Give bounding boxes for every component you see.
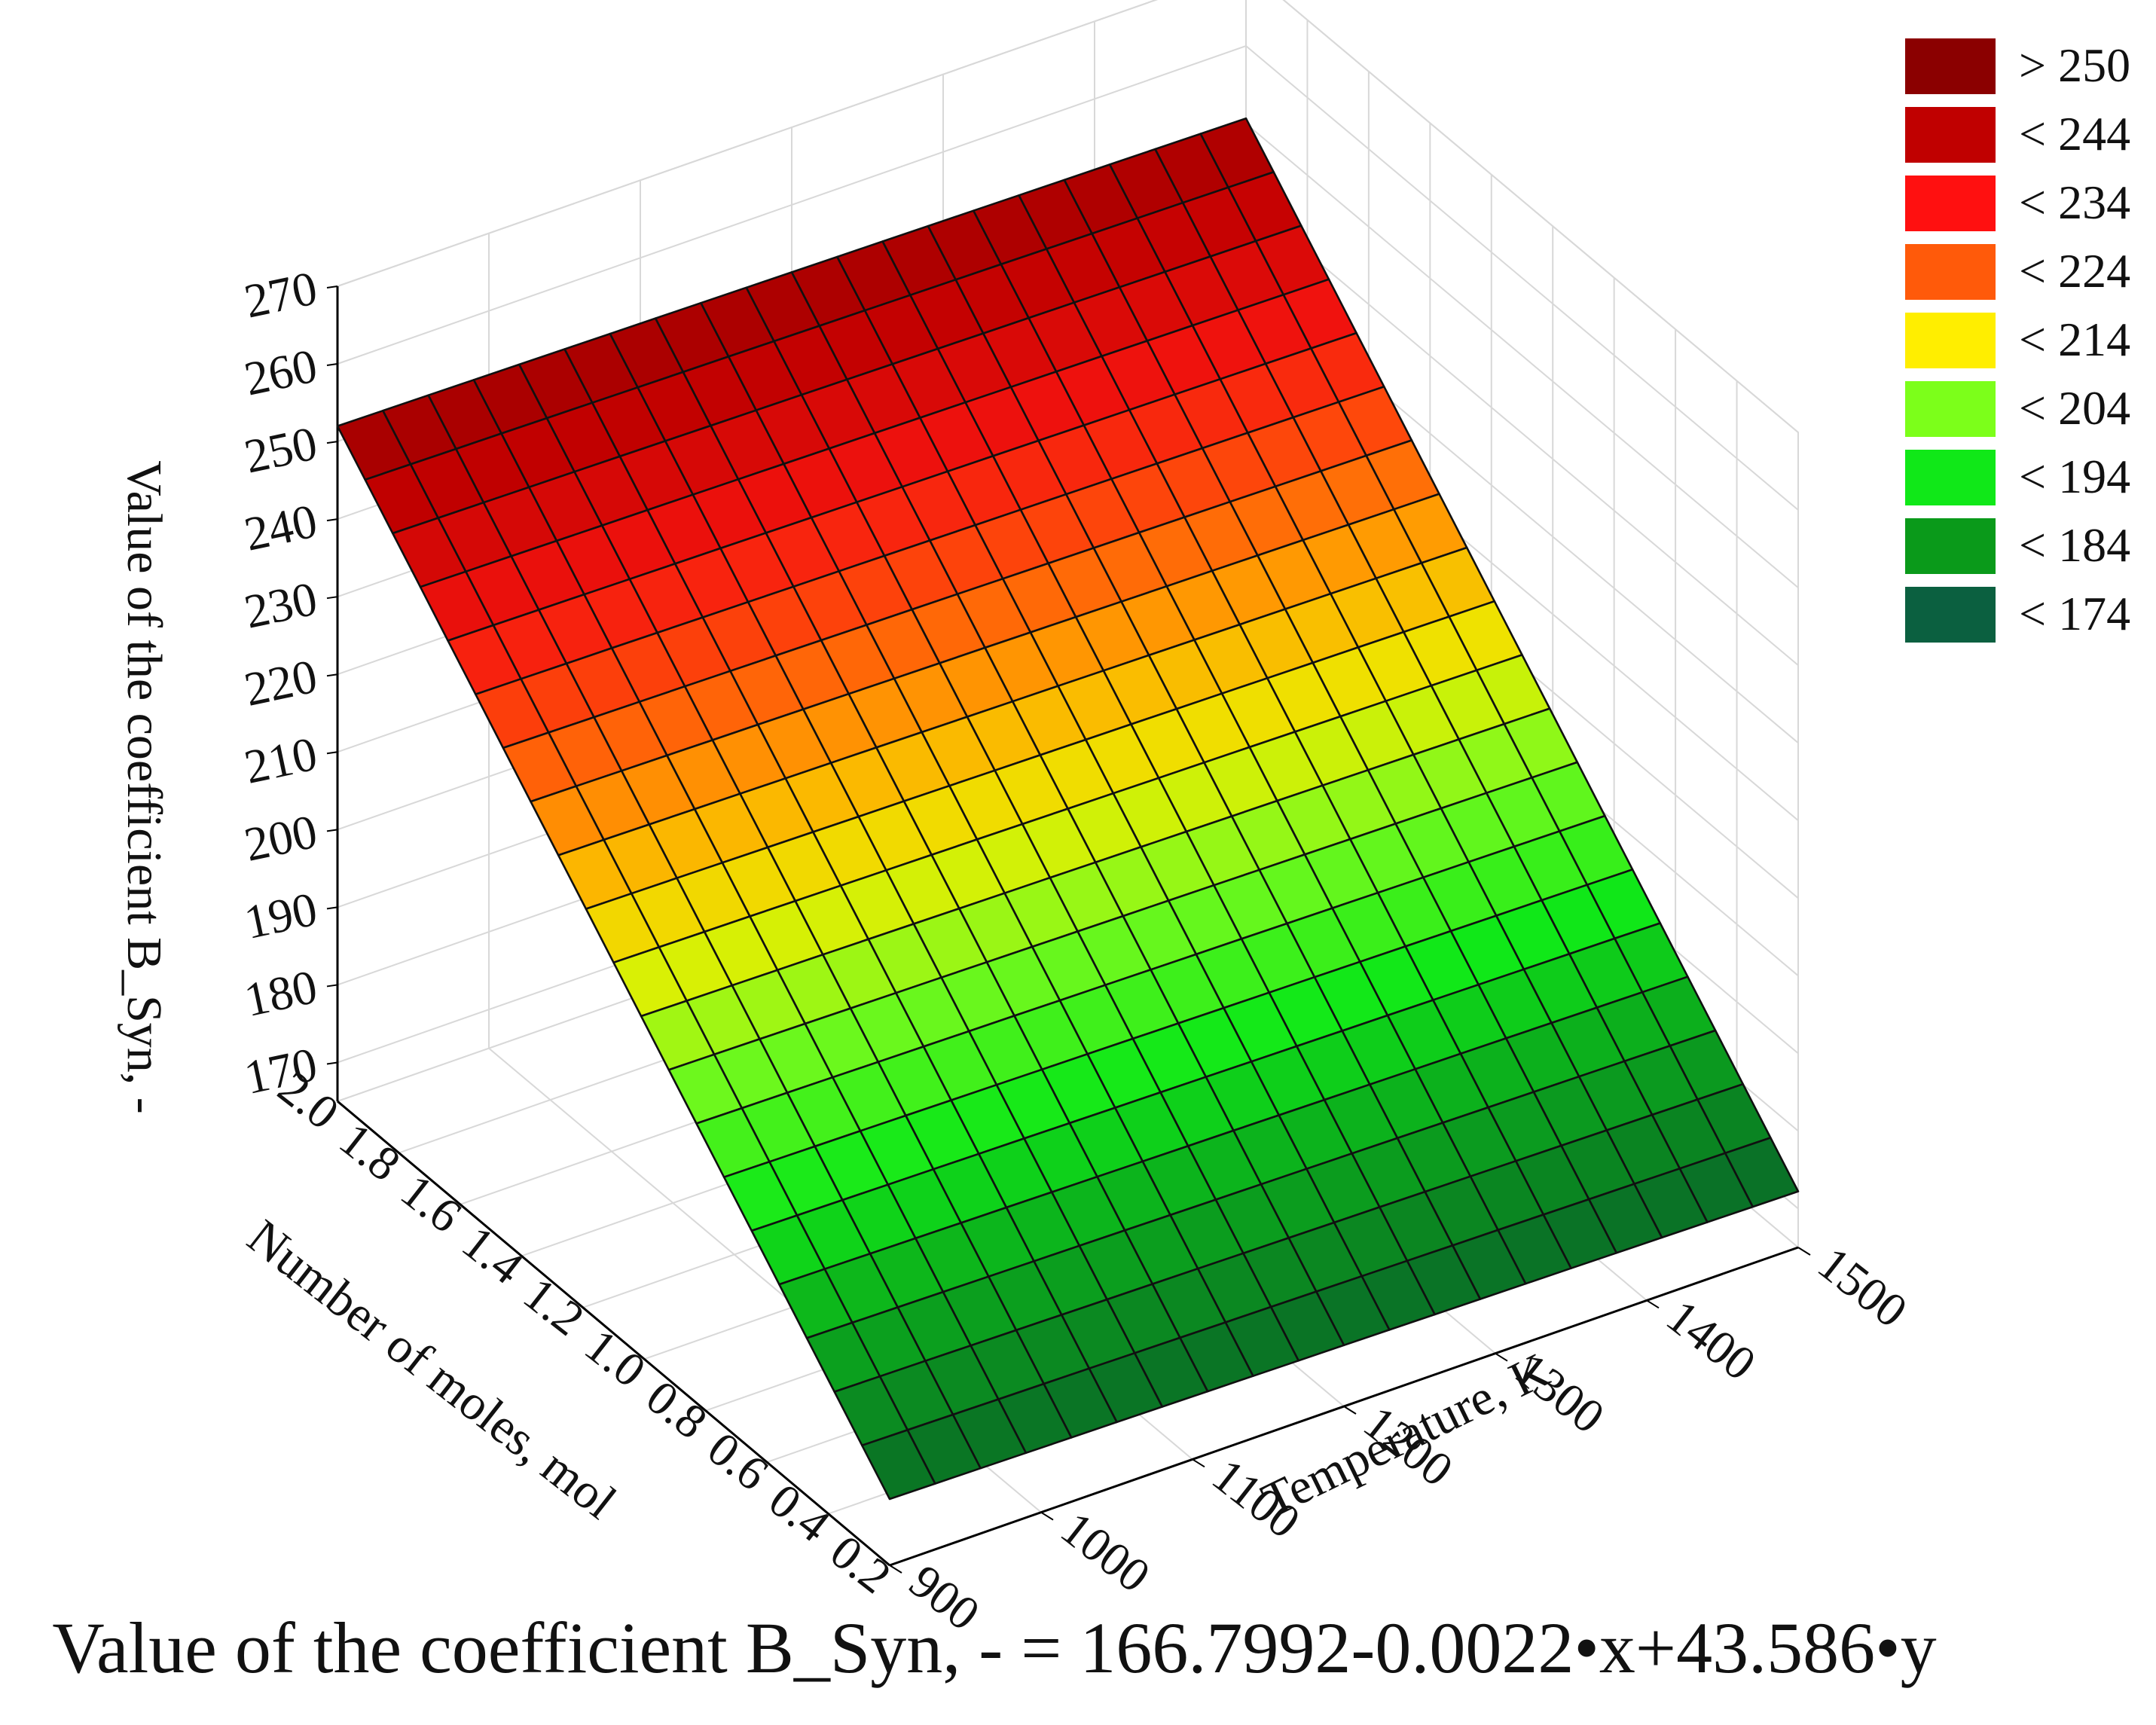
z-axis-title: Value of the coefficient B_Syn, - (117, 460, 172, 1114)
x-tick-mark (1040, 1511, 1054, 1521)
legend-label: < 224 (2019, 244, 2130, 298)
x-tick-mark (1192, 1458, 1205, 1468)
z-tick-label: 270 (240, 261, 322, 328)
legend-swatch (1904, 380, 1997, 438)
z-tick-label: 220 (240, 649, 322, 716)
z-tick-label: 230 (240, 571, 322, 638)
surface-cell (861, 1429, 936, 1501)
z-tick-label: 200 (240, 804, 322, 872)
x-tick-label: 1000 (1051, 1501, 1160, 1603)
equation-caption: Value of the coefficient B_Syn, - = 166.… (52, 1607, 1936, 1688)
legend-swatch (1904, 517, 1997, 576)
x-tick-mark (889, 1565, 902, 1574)
z-tick-mark (326, 906, 338, 910)
legend-label: < 234 (2019, 176, 2130, 229)
x-tick-label: 1400 (1657, 1289, 1766, 1391)
z-tick-label: 260 (240, 338, 322, 405)
legend: > 250 < 244 < 234 < 224 < 214 < 204 < 194 < 184… (1904, 37, 2130, 644)
x-tick-mark (1343, 1406, 1357, 1415)
legend-label: < 194 (2019, 450, 2130, 503)
z-tick-mark (326, 596, 338, 600)
z-tick-mark (326, 363, 338, 367)
z-tick-label: 240 (240, 493, 322, 560)
z-tick-mark (326, 751, 338, 755)
legend-label: < 214 (2019, 313, 2130, 366)
legend-label: < 244 (2019, 107, 2130, 160)
legend-swatch (1904, 243, 1997, 301)
x-tick-label: 1500 (1808, 1236, 1917, 1338)
z-tick-mark (326, 1061, 338, 1065)
legend-swatch (1904, 311, 1997, 370)
x-tick-mark (1495, 1352, 1508, 1362)
z-tick-label: 180 (240, 960, 322, 1027)
legend-swatch (1904, 105, 1997, 164)
legend-label: > 250 (2019, 38, 2130, 92)
z-tick-mark (326, 285, 338, 289)
z-tick-label: 190 (240, 882, 322, 949)
surface-mesh (336, 117, 1800, 1501)
z-tick-mark (326, 829, 338, 832)
z-tick-mark (326, 441, 338, 444)
y-axis-line (337, 1100, 890, 1567)
legend-swatch (1904, 174, 1997, 233)
legend-swatch (1904, 585, 1997, 644)
x-tick-mark (1646, 1299, 1660, 1309)
z-tick-label: 210 (240, 727, 322, 794)
legend-label: < 204 (2019, 381, 2130, 435)
legend-label: < 184 (2019, 518, 2130, 572)
legend-swatch (1904, 448, 1997, 507)
z-tick-mark (326, 984, 338, 988)
legend-label: < 174 (2019, 587, 2130, 640)
x-tick-mark (1797, 1247, 1811, 1256)
z-tick-mark (326, 673, 338, 677)
legend-swatch (1904, 37, 1997, 96)
z-tick-mark (326, 518, 338, 522)
z-tick-label: 250 (240, 416, 322, 483)
